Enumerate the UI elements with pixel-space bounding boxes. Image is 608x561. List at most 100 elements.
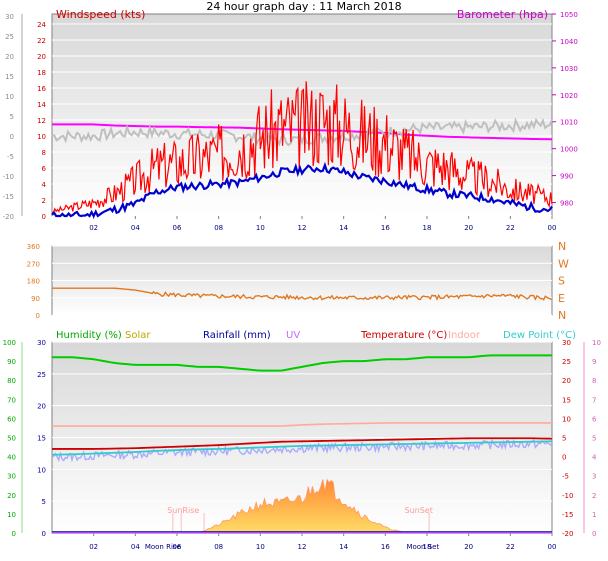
outer-tick-label: 20: [5, 53, 14, 61]
indoor-temperature-line: [52, 422, 552, 427]
wind-tick-label: 12: [37, 117, 46, 125]
moon-rise-label: Moon Rise: [145, 543, 181, 551]
baro-tick-label: 990: [560, 173, 573, 181]
outer-tick-label: -20: [3, 213, 14, 221]
page-title: 24 hour graph day : 11 March 2018: [206, 0, 401, 13]
temperature-tick-label: -10: [562, 492, 573, 500]
temperature-tick-label: 15: [562, 396, 571, 404]
legend-entry: Temperature (°C): [360, 330, 447, 341]
humidity-tick-label: 90: [7, 358, 16, 366]
compass-label: N: [558, 240, 566, 253]
outer-tick-label: 25: [5, 33, 14, 41]
baro-tick-label: 1000: [560, 146, 578, 154]
baro-tick-label: 980: [560, 200, 573, 208]
hour-tick-label: 20: [464, 224, 473, 232]
compass-label: S: [558, 275, 565, 288]
compass-label: W: [558, 257, 569, 270]
temperature-tick-label: -5: [562, 473, 569, 481]
hour-tick-label: 04: [131, 543, 140, 551]
barometer-trend-line: [51, 117, 553, 147]
temperature-tick-label: 5: [562, 435, 566, 443]
wind-tick-label: 10: [37, 133, 46, 141]
uv-tick-label: 6: [592, 415, 597, 423]
hour-tick-label: 20: [464, 543, 473, 551]
hour-tick-label: 10: [256, 543, 265, 551]
wind-average-line: [51, 161, 553, 219]
hour-tick-label: 06: [173, 543, 182, 551]
baro-tick-label: 1010: [560, 119, 578, 127]
outer-tick-label: 15: [5, 73, 14, 81]
humidity-tick-label: 60: [7, 415, 16, 423]
outer-tick-label: 30: [5, 13, 14, 21]
legend-entry: Solar: [125, 330, 151, 341]
hour-tick-label: 00: [548, 224, 557, 232]
rain-tick-label: 10: [37, 466, 46, 474]
uv-tick-label: 3: [592, 473, 596, 481]
humidity-tick-label: 80: [7, 377, 16, 385]
compass-label: E: [558, 292, 565, 305]
dew-point-line: [51, 440, 553, 456]
humidity-tick-label: 100: [3, 339, 16, 347]
uv-tick-label: 2: [592, 492, 596, 500]
wind-tick-label: 18: [37, 69, 46, 77]
outer-tick-label: -5: [7, 153, 14, 161]
rain-tick-label: 30: [37, 339, 46, 347]
outer-tick-label: -10: [3, 173, 14, 181]
hour-tick-label: 10: [256, 224, 265, 232]
outer-tick-label: 5: [10, 113, 14, 121]
wind-tick-label: 22: [37, 37, 46, 45]
windspeed-axis-title: Windspeed (kts): [56, 8, 145, 21]
uv-tick-label: 5: [592, 435, 596, 443]
temperature-tick-label: 30: [562, 339, 571, 347]
humidity-tick-label: 20: [7, 492, 16, 500]
baro-tick-label: 1020: [560, 92, 578, 100]
barometer-axis-title: Barometer (hpa): [457, 8, 548, 21]
uv-tick-label: 0: [592, 530, 596, 538]
rain-tick-label: 15: [37, 435, 46, 443]
legend-entry: UV: [286, 330, 300, 341]
temperature-tick-label: 0: [562, 454, 566, 462]
temperature-line: [52, 437, 553, 450]
hour-tick-label: 14: [339, 224, 348, 232]
hour-tick-label: 02: [89, 224, 98, 232]
hour-tick-label: 16: [381, 224, 390, 232]
uv-tick-label: 9: [592, 358, 596, 366]
humidity-line: [52, 354, 552, 372]
hour-tick-label: 22: [506, 543, 515, 551]
temperature-tick-label: 10: [562, 415, 571, 423]
legend-entry: Indoor: [448, 330, 481, 341]
direction-tick-label: 90: [31, 295, 40, 303]
uv-tick-label: 1: [592, 511, 596, 519]
baro-tick-label: 1040: [560, 38, 578, 46]
rain-tick-label: 0: [42, 530, 46, 538]
wind-direction-line: [52, 287, 553, 301]
humidity-tick-label: 10: [7, 511, 16, 519]
humidity-tick-label: 50: [7, 435, 16, 443]
humidity-tick-label: 40: [7, 454, 16, 462]
direction-tick-label: 270: [27, 260, 40, 268]
outer-tick-label: 0: [10, 133, 14, 141]
direction-tick-label: 0: [36, 312, 40, 320]
direction-tick-label: 180: [27, 278, 40, 286]
legend-entry: Dew Point (°C): [503, 330, 576, 341]
wind-tick-label: 2: [42, 197, 46, 205]
hour-tick-label: 06: [173, 224, 182, 232]
legend-entry: Humidity (%): [56, 330, 122, 341]
outer-tick-label: 10: [5, 93, 14, 101]
humidity-tick-label: 30: [7, 473, 16, 481]
wind-tick-label: 16: [37, 85, 46, 93]
temperature-tick-label: 20: [562, 377, 571, 385]
humidity-tick-label: 0: [12, 530, 16, 538]
hour-tick-label: 02: [89, 543, 98, 551]
direction-tick-label: 360: [27, 243, 40, 251]
barometer-line: [52, 123, 553, 141]
wind-tick-label: 20: [37, 53, 46, 61]
hour-tick-label: 12: [298, 543, 307, 551]
outer-tick-label: -15: [3, 193, 14, 201]
moon-set-label: Moon Set: [406, 543, 439, 551]
wind-tick-label: 8: [42, 149, 46, 157]
uv-tick-label: 8: [592, 377, 596, 385]
hour-tick-label: 18: [423, 224, 432, 232]
hour-tick-label: 08: [214, 543, 223, 551]
